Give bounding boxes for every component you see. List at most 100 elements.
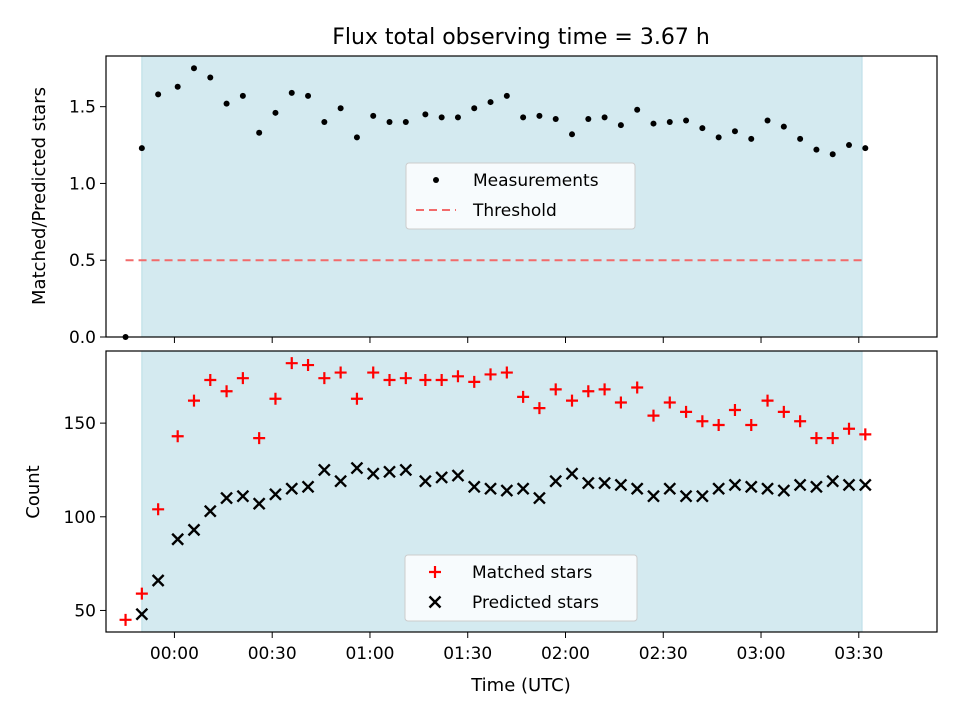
matched-stars-point [435,374,448,387]
measurement-point [402,119,409,126]
matched-stars-point [419,374,432,387]
y-tick-label: 0.0 [69,328,96,348]
matched-stars-point [680,405,693,418]
x-tick-label: 03:30 [834,644,883,664]
predicted-stars-point [663,482,677,496]
measurement-point [650,120,657,127]
matched-stars-point [367,366,380,379]
legend-box [404,554,638,622]
predicted-stars-point [151,574,165,587]
top-y-axis-label: Matched/Predicted stars [29,87,50,305]
predicted-stars-point [712,482,726,496]
measurement-point [207,74,214,81]
matched-stars-point [712,418,725,431]
predicted-stars-point [500,484,514,497]
y-tick-label: 150 [64,414,96,434]
measurement-point [305,92,312,99]
measurement-point [471,105,478,112]
predicted-stars-point [826,474,840,488]
measurement-point [454,114,461,121]
matched-stars-point [350,392,363,405]
measurement-point [617,122,624,129]
measurement-point [386,119,393,126]
measurement-point [846,142,853,149]
matched-stars-point [549,383,562,396]
matched-stars-point [204,374,217,387]
matched-stars-point [761,394,774,407]
predicted-stars-point [533,491,546,505]
matched-stars-point [135,587,148,600]
matched-stars-point [777,405,790,418]
predicted-stars-point [810,480,823,494]
predicted-stars-point [334,474,347,488]
measurement-point [780,123,787,130]
measurement-point [422,111,429,118]
measurement-point [272,109,279,116]
predicted-stars-point [451,469,465,482]
x-tick-label: 00:30 [248,644,297,664]
matched-stars-point [517,390,530,403]
measurement-point [715,134,722,141]
measurement-point [190,65,197,72]
x-tick-label: 02:30 [639,644,688,664]
measurement-point [353,134,360,141]
matched-stars-point [826,432,839,445]
predicted-stars-point [203,504,217,518]
predicted-stars-point [484,482,497,496]
matched-stars-point [468,375,481,388]
predicted-stars-point [383,465,396,479]
y-tick-label: 50 [74,601,96,621]
predicted-stars-point [301,480,315,494]
measurement-point [683,117,690,124]
legend-marker-matched [429,566,441,578]
legend-label: Matched stars [472,563,592,583]
matched-stars-point [810,432,823,445]
x-tick-label: 03:00 [737,644,786,664]
predicted-stars-point [366,467,380,481]
y-tick-label: 100 [64,508,96,528]
legend-label: Measurements [473,171,599,191]
bottom-panel: 50 100 150 00:00 00:30 01:00 01:30 02:00 02:30 03… [64,350,938,664]
predicted-stars-point [761,482,774,496]
predicted-stars-point [220,491,233,505]
matched-stars-point [728,404,741,417]
predicted-stars-point [236,489,250,503]
predicted-stars-point [744,480,758,494]
measurement-point [174,83,181,90]
predicted-stars-point [728,478,742,492]
measurement-point [337,105,344,112]
predicted-stars-point [187,523,201,537]
predicted-stars-point [269,487,282,501]
x-tick-label: 01:00 [345,644,394,664]
matched-stars-point [302,359,315,372]
measurement-point [813,146,820,153]
predicted-stars-point [793,478,807,492]
x-tick-label: 02:00 [541,644,590,664]
measurement-point [764,117,771,124]
measurement-point [370,112,377,119]
measurement-point [256,129,263,136]
chart-title: Flux total observing time = 3.67 h [332,25,710,50]
matched-stars-point [399,372,412,385]
measurement-point [503,92,510,99]
measurement-point [585,115,592,122]
predicted-stars-point [647,489,660,503]
measurement-point [634,106,641,113]
legend-label: Predicted stars [472,593,599,613]
measurement-point [829,151,836,158]
matched-stars-point [119,613,132,626]
bottom-y-axis-label: Count [23,465,44,518]
matched-stars-point [614,396,627,409]
measurement-point [699,125,706,132]
matched-stars-point [843,422,856,435]
matched-stars-point [598,383,611,396]
matched-stars-point [794,415,807,428]
matched-stars-point [334,366,347,379]
predicted-stars-point [399,463,413,477]
predicted-stars-point [516,482,530,496]
predicted-stars-point [549,474,563,488]
predicted-stars-point [858,478,872,492]
predicted-stars-point [350,461,364,475]
predicted-stars-point [317,463,331,477]
predicted-stars-point [419,474,432,488]
